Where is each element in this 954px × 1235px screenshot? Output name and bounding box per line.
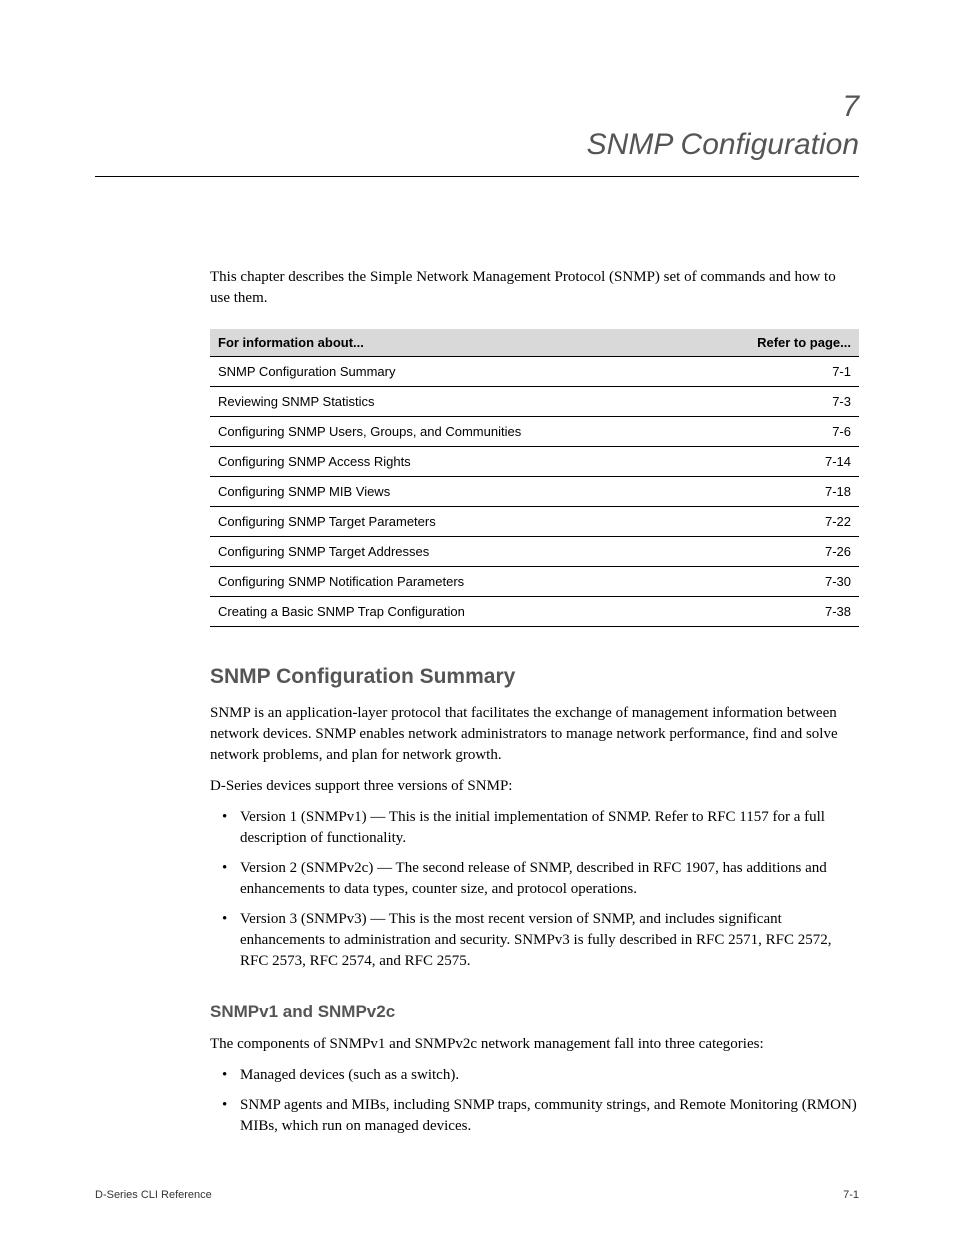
subsection-heading: SNMPv1 and SNMPv2c [210, 1002, 859, 1022]
toc-topic: Configuring SNMP Target Parameters [210, 507, 693, 537]
body-paragraph: The components of SNMPv1 and SNMPv2c net… [210, 1034, 859, 1055]
list-item: Version 1 (SNMPv1) — This is the initial… [210, 807, 859, 849]
footer-page-number: 7-1 [843, 1189, 859, 1201]
toc-header-row: For information about... Refer to page..… [210, 329, 859, 357]
toc-page: 7-6 [693, 417, 859, 447]
toc-topic: Configuring SNMP MIB Views [210, 477, 693, 507]
toc-page: 7-1 [693, 357, 859, 387]
toc-table: For information about... Refer to page..… [210, 329, 859, 627]
bullet-list: Managed devices (such as a switch). SNMP… [210, 1065, 859, 1137]
page: 7 SNMP Configuration This chapter descri… [0, 0, 954, 1207]
toc-page: 7-26 [693, 537, 859, 567]
content-area: This chapter describes the Simple Networ… [210, 267, 859, 1137]
toc-header-page: Refer to page... [693, 329, 859, 357]
toc-topic: Configuring SNMP Notification Parameters [210, 567, 693, 597]
chapter-title: SNMP Configuration [95, 128, 859, 162]
page-footer: D-Series CLI Reference 7-1 [95, 1189, 859, 1201]
footer-doc-title: D-Series CLI Reference [95, 1189, 212, 1201]
toc-page: 7-38 [693, 597, 859, 627]
body-paragraph: D-Series devices support three versions … [210, 776, 859, 797]
toc-page: 7-30 [693, 567, 859, 597]
toc-page: 7-14 [693, 447, 859, 477]
toc-row: Configuring SNMP Target Parameters7-22 [210, 507, 859, 537]
toc-row: Configuring SNMP Users, Groups, and Comm… [210, 417, 859, 447]
toc-page: 7-18 [693, 477, 859, 507]
toc-row: Configuring SNMP MIB Views7-18 [210, 477, 859, 507]
list-item: Managed devices (such as a switch). [210, 1065, 859, 1086]
toc-row: Configuring SNMP Target Addresses7-26 [210, 537, 859, 567]
chapter-number: 7 [95, 90, 859, 124]
section-heading: SNMP Configuration Summary [210, 665, 859, 689]
toc-page: 7-3 [693, 387, 859, 417]
toc-header-topic: For information about... [210, 329, 693, 357]
list-item: Version 3 (SNMPv3) — This is the most re… [210, 909, 859, 972]
chapter-intro: This chapter describes the Simple Networ… [210, 267, 859, 309]
toc-row: Creating a Basic SNMP Trap Configuration… [210, 597, 859, 627]
body-paragraph: SNMP is an application-layer protocol th… [210, 703, 859, 766]
list-item: Version 2 (SNMPv2c) — The second release… [210, 858, 859, 900]
bullet-list: Version 1 (SNMPv1) — This is the initial… [210, 807, 859, 972]
title-rule [95, 176, 859, 177]
toc-page: 7-22 [693, 507, 859, 537]
toc-topic: Configuring SNMP Access Rights [210, 447, 693, 477]
toc-row: Configuring SNMP Access Rights7-14 [210, 447, 859, 477]
toc-topic: Configuring SNMP Users, Groups, and Comm… [210, 417, 693, 447]
toc-row: SNMP Configuration Summary7-1 [210, 357, 859, 387]
toc-row: Reviewing SNMP Statistics7-3 [210, 387, 859, 417]
toc-row: Configuring SNMP Notification Parameters… [210, 567, 859, 597]
toc-topic: Configuring SNMP Target Addresses [210, 537, 693, 567]
toc-topic: Creating a Basic SNMP Trap Configuration [210, 597, 693, 627]
toc-topic: SNMP Configuration Summary [210, 357, 693, 387]
toc-topic: Reviewing SNMP Statistics [210, 387, 693, 417]
list-item: SNMP agents and MIBs, including SNMP tra… [210, 1095, 859, 1137]
